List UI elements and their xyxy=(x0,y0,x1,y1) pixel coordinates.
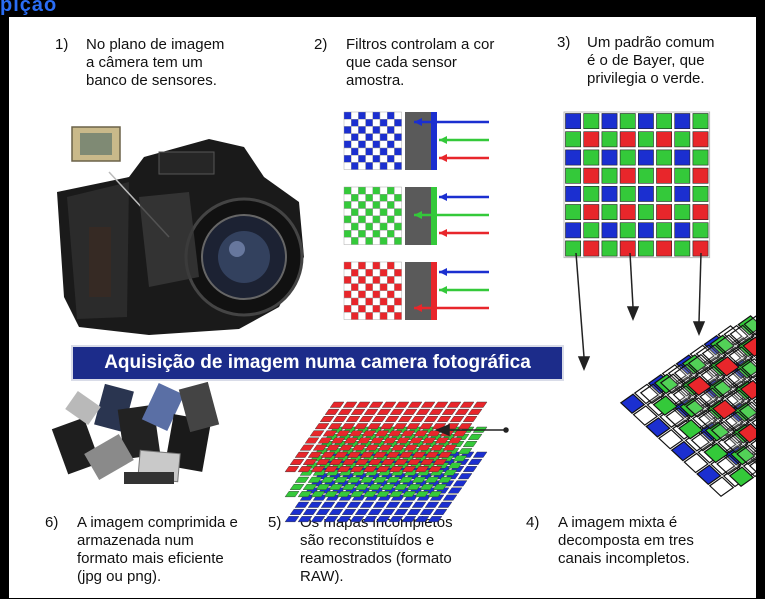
top-strip: pição xyxy=(0,0,765,17)
sensor-chip-icon xyxy=(71,126,121,162)
header-fragment: pição xyxy=(0,0,58,16)
step-2-text: Filtros controlam a cor que cada sensor … xyxy=(346,36,495,89)
camera-illustration xyxy=(57,139,304,335)
step-2-number: 2) xyxy=(314,36,328,53)
step-3-number: 3) xyxy=(557,34,571,51)
step-4-text: A imagem mixta é decomposta em tres cana… xyxy=(558,514,694,567)
step-4-caption: 4) A imagem mixta é decomposta em tres c… xyxy=(526,514,736,574)
diagram-panel: 1) No plano de imagem a câmera tem um ba… xyxy=(9,17,756,598)
color-filters xyxy=(343,111,489,320)
step-6-number: 6) xyxy=(45,514,59,531)
banner-title: Aquisição de imagem numa camera fotográf… xyxy=(104,352,531,373)
step-3-text: Um padrão comum é o de Bayer, que privil… xyxy=(587,34,715,87)
step-1-number: 1) xyxy=(55,36,69,53)
step-2-caption: 2) Filtros controlam a cor que cada sens… xyxy=(314,36,534,96)
step-5-number: 5) xyxy=(268,514,282,531)
decomposed-channels xyxy=(619,314,756,497)
step-6-text: A imagem comprimida e armazenada num for… xyxy=(77,514,238,585)
bayer-pattern-grid xyxy=(563,111,711,259)
step-6-caption: 6) A imagem comprimida e armazenada num … xyxy=(45,514,275,594)
step-3-caption: 3) Um padrão comum é o de Bayer, que pri… xyxy=(557,34,756,94)
step-1-caption: 1) No plano de imagem a câmera tem um ba… xyxy=(55,36,275,96)
memory-cards-illustration xyxy=(51,381,220,484)
diagram-title-banner: Aquisição de imagem numa camera fotográf… xyxy=(71,345,564,381)
step-4-number: 4) xyxy=(526,514,540,531)
reconstructed-raw-layers xyxy=(284,401,488,522)
arrow-icon xyxy=(435,252,706,437)
illustrations xyxy=(51,111,756,522)
step-1-text: No plano de imagem a câmera tem um banco… xyxy=(86,36,225,89)
